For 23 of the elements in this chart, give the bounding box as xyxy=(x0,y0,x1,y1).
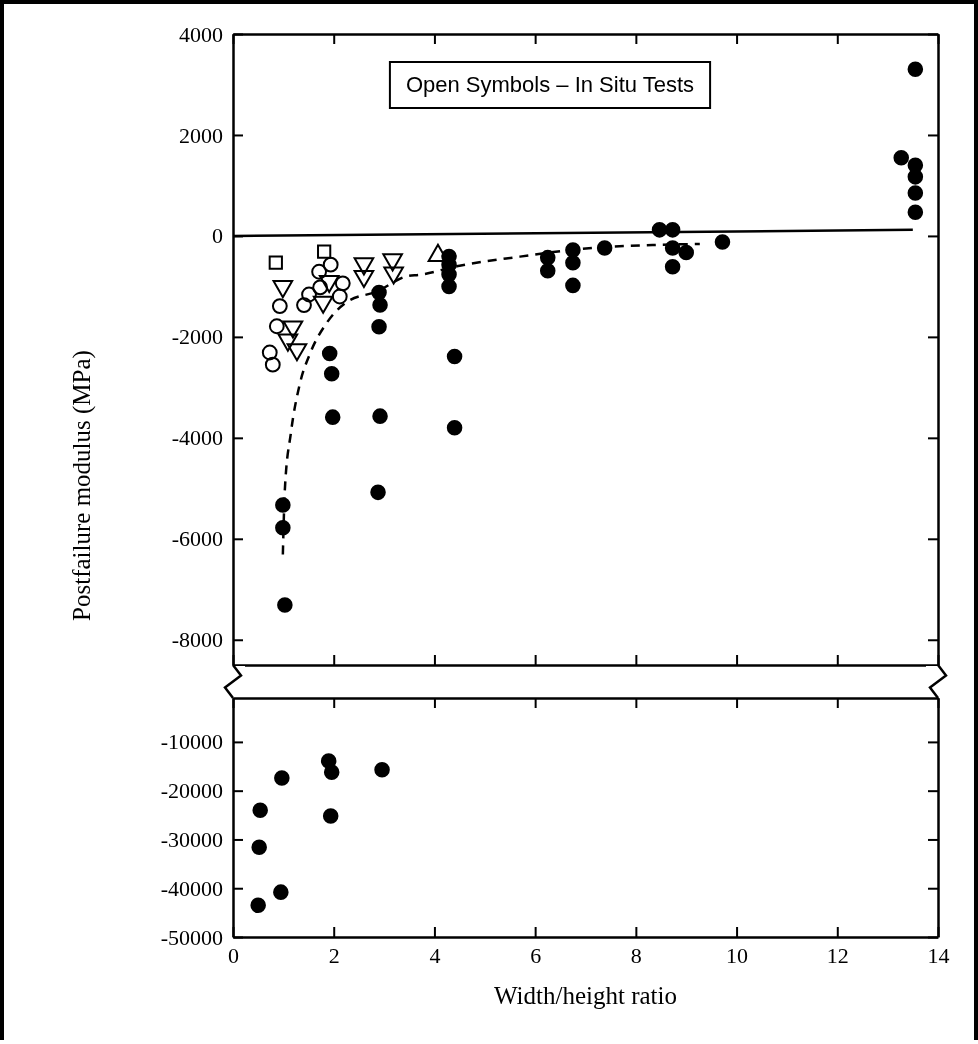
y-tick-label: -6000 xyxy=(171,526,223,552)
y-tick-label: -50000 xyxy=(160,924,223,950)
x-tick-label: 14 xyxy=(927,942,950,968)
y-tick-label: 4000 xyxy=(179,21,223,47)
y-tick-label: -10000 xyxy=(160,729,223,755)
y-tick-label: -30000 xyxy=(160,826,223,852)
y-tick-label: -8000 xyxy=(171,627,223,653)
y-tick-label: -4000 xyxy=(171,425,223,451)
x-tick-label: 10 xyxy=(726,942,749,968)
y-tick-label: -40000 xyxy=(160,875,223,901)
x-tick-label: 2 xyxy=(328,942,340,968)
x-tick-label: 0 xyxy=(228,942,239,968)
x-tick-label: 6 xyxy=(530,942,542,968)
y-tick-label: 0 xyxy=(212,223,223,249)
x-axis-title: Width/height ratio xyxy=(494,982,677,1009)
x-tick-label: 12 xyxy=(826,942,849,968)
y-axis-title: Postfailure modulus (MPa) xyxy=(68,350,96,621)
y-tick-label: -2000 xyxy=(171,324,223,350)
x-tick-label: 8 xyxy=(630,942,642,968)
y-tick-label: -20000 xyxy=(160,778,223,804)
x-tick-label: 4 xyxy=(429,942,441,968)
annotation: Open Symbols – In Situ Tests xyxy=(405,72,695,97)
y-tick-label: 2000 xyxy=(179,122,223,148)
